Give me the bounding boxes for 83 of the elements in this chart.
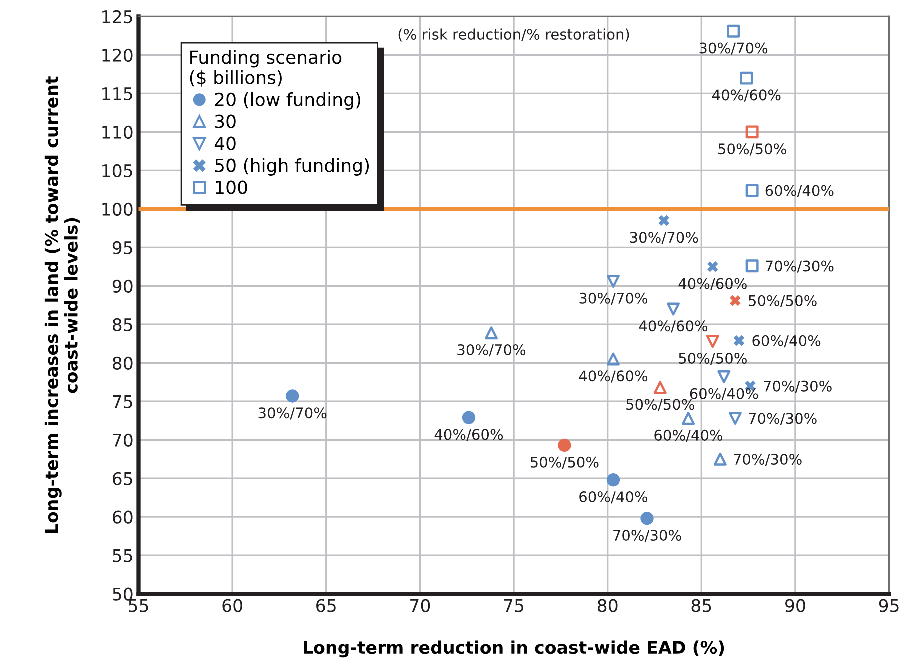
point bbox=[558, 438, 572, 452]
point bbox=[462, 411, 476, 424]
data-label: 40%/60% bbox=[434, 429, 504, 442]
y-tick-label: 115 bbox=[102, 88, 132, 101]
y-axis-title: Long-term increases in land (% toward current coast-wide levels) bbox=[44, 76, 80, 533]
point bbox=[708, 262, 718, 272]
x-tick-label: 55 bbox=[129, 599, 148, 612]
point bbox=[606, 474, 620, 487]
point bbox=[658, 215, 670, 226]
data-label: 60%/40% bbox=[654, 430, 723, 442]
y-tick-label: 60 bbox=[113, 510, 133, 524]
data-label: 50%/50% bbox=[679, 352, 747, 366]
y-tick-label: 90 bbox=[112, 280, 133, 293]
point bbox=[746, 126, 759, 139]
point bbox=[606, 275, 620, 288]
data-label: 60%/40% bbox=[752, 335, 821, 348]
point bbox=[606, 352, 620, 366]
data-label: 50%/50% bbox=[626, 399, 694, 412]
x-tick-label: 95 bbox=[879, 599, 899, 612]
point bbox=[746, 260, 759, 273]
legend-label: 40 bbox=[214, 136, 236, 150]
x-tick-label: 75 bbox=[504, 599, 524, 612]
y-tick-label: 120 bbox=[102, 48, 133, 62]
data-label: 60%/40% bbox=[766, 185, 834, 198]
data-label: 70%/30% bbox=[766, 260, 834, 273]
data-label: 50%/50% bbox=[530, 456, 599, 470]
point bbox=[740, 72, 754, 85]
y-tick-label: 125 bbox=[102, 10, 132, 24]
data-label: 40%/60% bbox=[712, 90, 781, 102]
point bbox=[654, 381, 667, 394]
y-tick-label: 80 bbox=[112, 356, 133, 370]
point bbox=[682, 412, 696, 426]
legend-label: 50 (high funding) bbox=[215, 158, 370, 176]
y-tick-label: 95 bbox=[112, 241, 132, 255]
data-label: 40%/60% bbox=[579, 370, 648, 383]
data-label: 40%/60% bbox=[639, 320, 708, 333]
y-tick-label: 55 bbox=[113, 550, 132, 562]
point bbox=[714, 452, 727, 466]
legend-label: 30 bbox=[215, 114, 236, 128]
data-label: 60%/40% bbox=[580, 492, 648, 504]
point bbox=[706, 335, 720, 348]
data-label: 50%/50% bbox=[718, 144, 786, 156]
data-label: 50%/50% bbox=[749, 295, 817, 308]
data-label: 30%/70% bbox=[630, 232, 698, 244]
legend-label: 20 (low funding) bbox=[215, 92, 360, 110]
point bbox=[727, 24, 740, 38]
point bbox=[746, 184, 759, 198]
point bbox=[730, 295, 741, 306]
data-label: 60%/40% bbox=[690, 388, 758, 401]
point bbox=[640, 512, 654, 526]
y-tick-label: 65 bbox=[113, 472, 132, 486]
y-tick-label: 105 bbox=[102, 164, 132, 178]
y-tick-label: 110 bbox=[102, 126, 133, 140]
data-label: 70%/30% bbox=[749, 413, 817, 426]
point bbox=[485, 326, 498, 340]
y-tick-label: 100 bbox=[102, 202, 133, 216]
point bbox=[667, 302, 680, 316]
data-label: 30%/70% bbox=[458, 344, 526, 357]
y-tick-label: 85 bbox=[112, 318, 132, 332]
data-label: 70%/30% bbox=[764, 380, 832, 393]
annotation: (% risk reduction/% restoration) bbox=[398, 28, 630, 42]
data-label: 40%/60% bbox=[678, 278, 747, 290]
y-tick-label: 75 bbox=[113, 396, 132, 408]
data-label: 30%/70% bbox=[700, 42, 768, 55]
x-tick-label: 70 bbox=[410, 599, 430, 612]
x-tick-label: 65 bbox=[316, 599, 336, 612]
x-tick-label: 60 bbox=[222, 599, 242, 612]
data-label: 70%/30% bbox=[614, 530, 682, 542]
legend-title: Funding scenario ($ billions) bbox=[190, 50, 342, 87]
point bbox=[286, 390, 300, 403]
y-tick-label: 50 bbox=[113, 588, 133, 601]
x-tick-label: 85 bbox=[692, 599, 712, 612]
data-label: 70%/30% bbox=[734, 454, 802, 466]
point bbox=[728, 412, 742, 426]
x-tick-label: 90 bbox=[786, 599, 806, 612]
data-label: 30%/70% bbox=[258, 408, 327, 420]
legend-label: 100 bbox=[216, 180, 248, 194]
point bbox=[718, 370, 731, 384]
x-tick-label: 80 bbox=[598, 599, 618, 612]
data-label: 30%/70% bbox=[580, 292, 648, 306]
x-axis-title: Long-term reduction in coast-wide EAD (%) bbox=[304, 640, 724, 658]
y-tick-label: 70 bbox=[113, 434, 133, 447]
point bbox=[734, 335, 745, 346]
